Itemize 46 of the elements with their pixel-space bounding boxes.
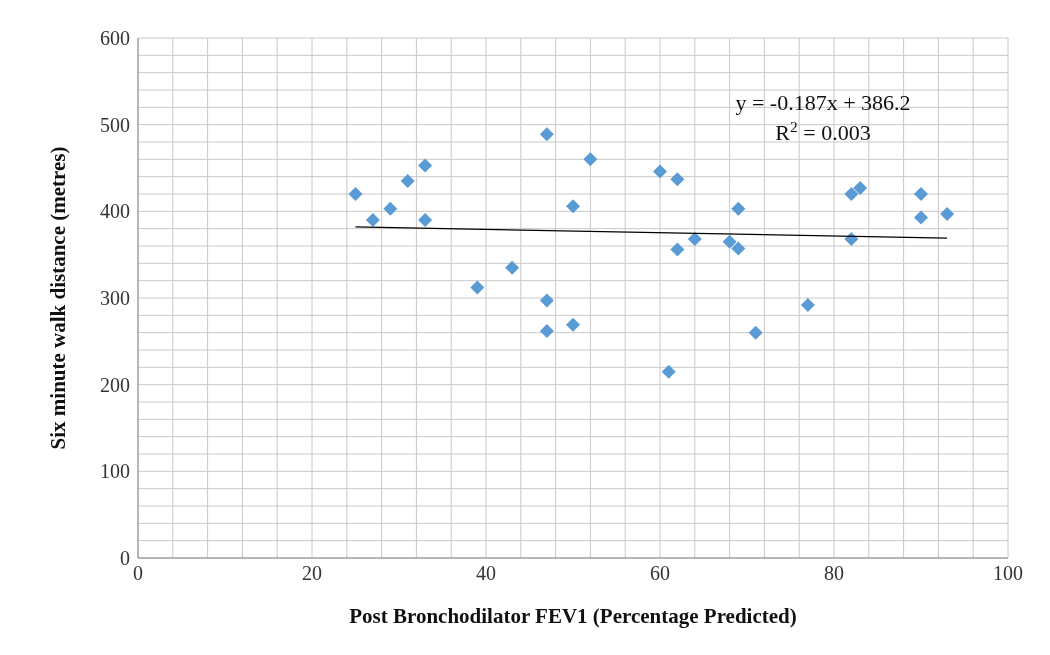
annotation: y = -0.187x + 386.2: [735, 90, 911, 115]
point: [731, 201, 746, 216]
point: [505, 260, 520, 275]
point: [687, 232, 702, 247]
annotation: R$^{2}$ = 0.003: [775, 117, 871, 145]
x-axis-title: Post Bronchodilator FEV1 (Percentage Predicted): [349, 604, 797, 628]
point: [722, 234, 737, 249]
x-tick-label: 20: [302, 562, 322, 585]
y-tick-label: 600: [100, 27, 130, 50]
point: [731, 241, 746, 256]
point: [661, 364, 676, 379]
y-axis-title: Six minute walk distance (metres): [46, 146, 71, 450]
point: [844, 187, 859, 201]
point: [348, 187, 363, 201]
point: [383, 201, 398, 216]
y-tick-label: 100: [100, 460, 130, 483]
point: [800, 297, 815, 312]
x-tick-label: 80: [824, 562, 844, 585]
y-tick-label: 300: [100, 287, 130, 310]
point: [418, 213, 433, 227]
point: [583, 152, 598, 167]
point: [566, 317, 580, 332]
point: [844, 232, 859, 247]
point: [853, 180, 868, 195]
point: [418, 158, 433, 173]
point: [470, 280, 485, 295]
point: [539, 127, 554, 142]
point: [914, 210, 928, 225]
y-tick-label: 500: [100, 113, 130, 136]
point: [365, 213, 380, 227]
point: [539, 293, 554, 308]
x-tick-label: 60: [650, 562, 670, 585]
point: [914, 187, 928, 201]
y-tick-label: 0: [120, 547, 130, 570]
point: [940, 206, 955, 221]
x-tick-label: 40: [476, 562, 496, 585]
point: [539, 323, 554, 338]
y-tick-label: 400: [100, 200, 130, 223]
point: [670, 242, 685, 257]
point: [566, 199, 580, 214]
point: [670, 172, 685, 187]
point: [653, 164, 667, 179]
point: [748, 325, 763, 340]
y-tick-label: 200: [100, 373, 130, 396]
x-tick-label: 100: [993, 562, 1023, 585]
point: [400, 174, 415, 188]
